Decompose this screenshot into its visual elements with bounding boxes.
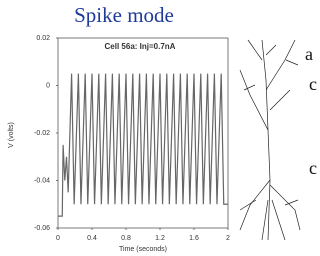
text-fragment: c — [309, 158, 317, 178]
x-tick-label: 2 — [226, 235, 230, 242]
y-tick-label: -0.06 — [34, 225, 50, 232]
x-tick-label: 1.2 — [155, 235, 165, 242]
y-tick-label: -0.02 — [34, 130, 50, 137]
y-tick-label: 0 — [46, 82, 50, 89]
slide: Spike mode a c c Cell 56a: Inj=0.7nA Tim… — [0, 0, 318, 256]
voltage-trace — [58, 74, 228, 217]
neuron-drawing — [240, 40, 300, 240]
x-tick-label: 1.6 — [189, 235, 199, 242]
y-tick-label: -0.04 — [34, 177, 50, 184]
chart: Cell 56a: Inj=0.7nA Time (seconds) V (vo… — [8, 35, 230, 253]
x-tick-label: 0 — [56, 235, 60, 242]
slide-title: Spike mode — [74, 3, 174, 27]
text-fragment: a — [305, 44, 313, 64]
x-tick-label: 0.8 — [121, 235, 131, 242]
chart-title: Cell 56a: Inj=0.7nA — [105, 42, 176, 51]
x-axis-label: Time (seconds) — [119, 246, 167, 253]
y-axis-label: V (volts) — [8, 122, 15, 148]
y-tick-label: 0.02 — [36, 35, 50, 42]
x-tick-label: 0.4 — [87, 235, 97, 242]
text-fragment: c — [309, 74, 317, 94]
